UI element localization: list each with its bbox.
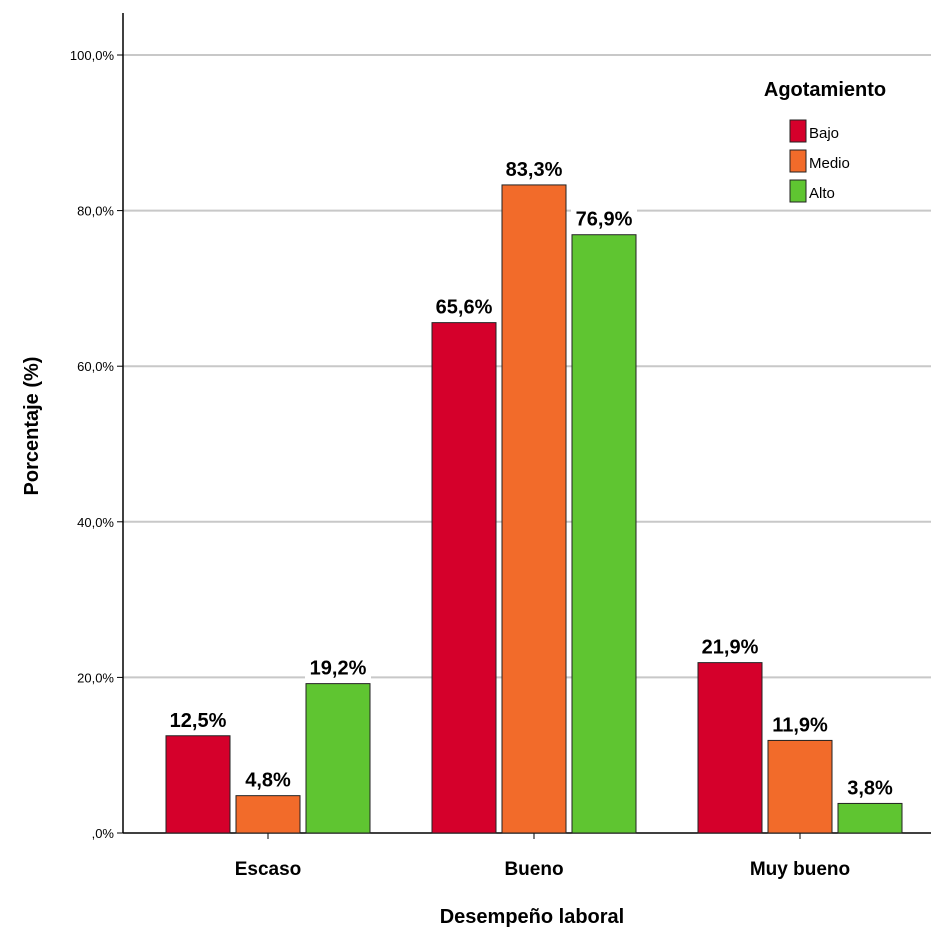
data-label-background [501,153,567,184]
bar [501,184,567,834]
y-axis-title: Porcentaje (%) [21,357,43,496]
data-label-background [837,772,903,803]
data-label-background [305,652,371,683]
data-label: 11,9% [772,714,828,736]
data-labels: 12,5% 4,8% 19,2% 65,6% 83,3% 76,9% 21,9% 11,9% 3… [165,153,903,803]
data-label: 65,6% [436,297,493,319]
y-tick-label: ,0% [92,826,115,841]
data-label-background [431,291,497,322]
y-tick-label: 20,0% [77,670,114,685]
data-label: 83,3% [506,159,563,181]
bar [305,683,371,834]
x-axis-title: Desempeño laboral [440,906,625,928]
data-label-background [697,631,763,662]
bar [837,802,903,834]
data-label: 19,2% [310,658,367,680]
y-tick-label: 60,0% [77,359,114,374]
data-label: 4,8% [245,770,291,792]
bar [431,322,497,834]
x-tick-label: Muy bueno [750,859,850,880]
legend-swatch [789,119,807,143]
legend-title: Agotamiento [764,79,886,101]
y-tick-label: 40,0% [77,515,114,530]
legend-swatch [789,179,807,203]
data-label: 12,5% [170,710,227,732]
legend-label: Alto [809,185,835,202]
bar [697,662,763,834]
data-label-background [165,704,231,735]
legend-label: Medio [809,155,850,172]
x-tick-label: Bueno [504,859,563,880]
bar [767,739,833,834]
data-label: 76,9% [576,209,633,231]
x-tick-label: Escaso [235,859,302,880]
bar [235,795,301,834]
data-label: 21,9% [702,637,759,659]
y-tick-label: 80,0% [77,204,114,219]
y-tick-label: 100,0% [70,48,115,63]
legend-swatch [789,149,807,173]
bar [571,234,637,834]
legend-items: Bajo Medio Alto [789,119,850,203]
bar [165,735,231,834]
data-label: 3,8% [847,777,893,799]
legend-label: Bajo [809,125,839,142]
data-label-background [571,203,637,234]
legend: Agotamiento Bajo Medio Alto [764,79,886,203]
data-label-background [235,764,301,795]
bars [165,184,903,834]
data-label-background [767,709,833,740]
